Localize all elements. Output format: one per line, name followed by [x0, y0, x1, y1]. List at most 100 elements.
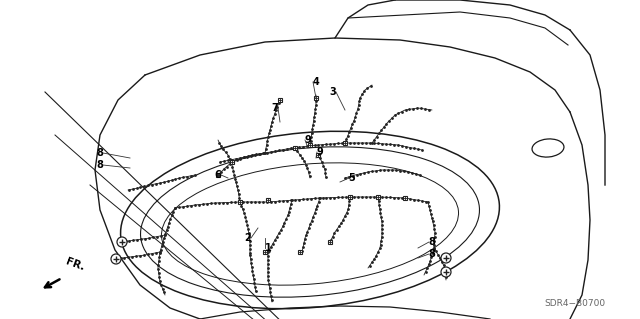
Point [353, 140, 364, 145]
Point [305, 138, 316, 144]
Point [381, 142, 392, 147]
Point [301, 144, 312, 149]
Point [406, 170, 417, 175]
Text: 2: 2 [244, 233, 252, 243]
Point [337, 141, 348, 146]
Point [243, 154, 253, 159]
Text: 6: 6 [214, 170, 221, 180]
Point [374, 202, 385, 207]
Point [230, 156, 241, 161]
Point [340, 175, 350, 181]
Point [301, 233, 311, 238]
Point [235, 156, 245, 161]
Point [297, 155, 307, 160]
Point [250, 152, 260, 158]
Point [351, 172, 362, 177]
Point [336, 221, 346, 226]
Point [333, 195, 344, 200]
Text: 1: 1 [264, 243, 271, 253]
Point [124, 187, 134, 192]
Point [305, 196, 316, 201]
Point [155, 181, 165, 186]
Point [314, 199, 324, 204]
Bar [238, 200, 242, 204]
Point [170, 177, 180, 182]
Point [278, 224, 288, 229]
Point [243, 226, 253, 231]
Point [263, 262, 273, 267]
Point [276, 227, 286, 233]
Point [374, 198, 384, 204]
Point [362, 195, 372, 200]
Point [305, 143, 315, 148]
Point [245, 252, 255, 257]
Point [294, 152, 305, 157]
Point [325, 195, 335, 200]
Point [390, 113, 400, 118]
Point [377, 141, 387, 146]
Point [239, 155, 249, 160]
Point [273, 199, 284, 204]
Point [379, 167, 389, 173]
Point [425, 207, 435, 212]
Point [409, 197, 419, 202]
Bar [298, 250, 302, 254]
Point [385, 142, 396, 147]
Point [225, 161, 235, 167]
Point [155, 279, 165, 284]
Point [424, 203, 434, 208]
Point [330, 231, 340, 236]
Point [156, 247, 166, 252]
Point [290, 145, 300, 151]
Point [159, 290, 169, 295]
Point [216, 170, 226, 175]
Point [154, 271, 164, 276]
Point [369, 256, 380, 262]
Point [168, 209, 179, 214]
Point [315, 196, 325, 201]
Point [154, 275, 164, 280]
Point [355, 95, 365, 100]
Point [283, 213, 293, 218]
Point [234, 156, 244, 161]
Point [232, 184, 242, 189]
Point [344, 202, 354, 207]
Point [413, 198, 424, 203]
Bar [216, 173, 220, 177]
Point [237, 207, 248, 212]
Point [264, 248, 274, 253]
Point [221, 164, 232, 169]
Point [120, 255, 130, 260]
Point [318, 163, 328, 168]
Point [259, 151, 269, 156]
Point [357, 140, 367, 145]
Point [182, 174, 192, 179]
Point [397, 109, 407, 114]
Point [143, 183, 154, 188]
Point [262, 139, 273, 144]
Point [262, 143, 272, 148]
Point [299, 241, 309, 246]
Point [246, 264, 257, 270]
Point [426, 211, 436, 216]
Point [430, 231, 440, 236]
Point [399, 169, 409, 174]
Point [305, 222, 316, 227]
Point [282, 198, 292, 203]
Point [362, 140, 372, 145]
Point [405, 145, 415, 150]
Text: 9: 9 [317, 147, 323, 157]
Point [111, 256, 122, 262]
Point [163, 224, 173, 229]
Point [429, 243, 439, 248]
Point [263, 278, 273, 283]
Point [384, 118, 394, 123]
Point [334, 224, 344, 229]
Point [349, 118, 359, 123]
Point [317, 160, 327, 165]
Point [298, 197, 308, 202]
Point [298, 245, 308, 250]
Bar [263, 250, 267, 254]
Point [353, 103, 364, 108]
Circle shape [111, 254, 121, 264]
